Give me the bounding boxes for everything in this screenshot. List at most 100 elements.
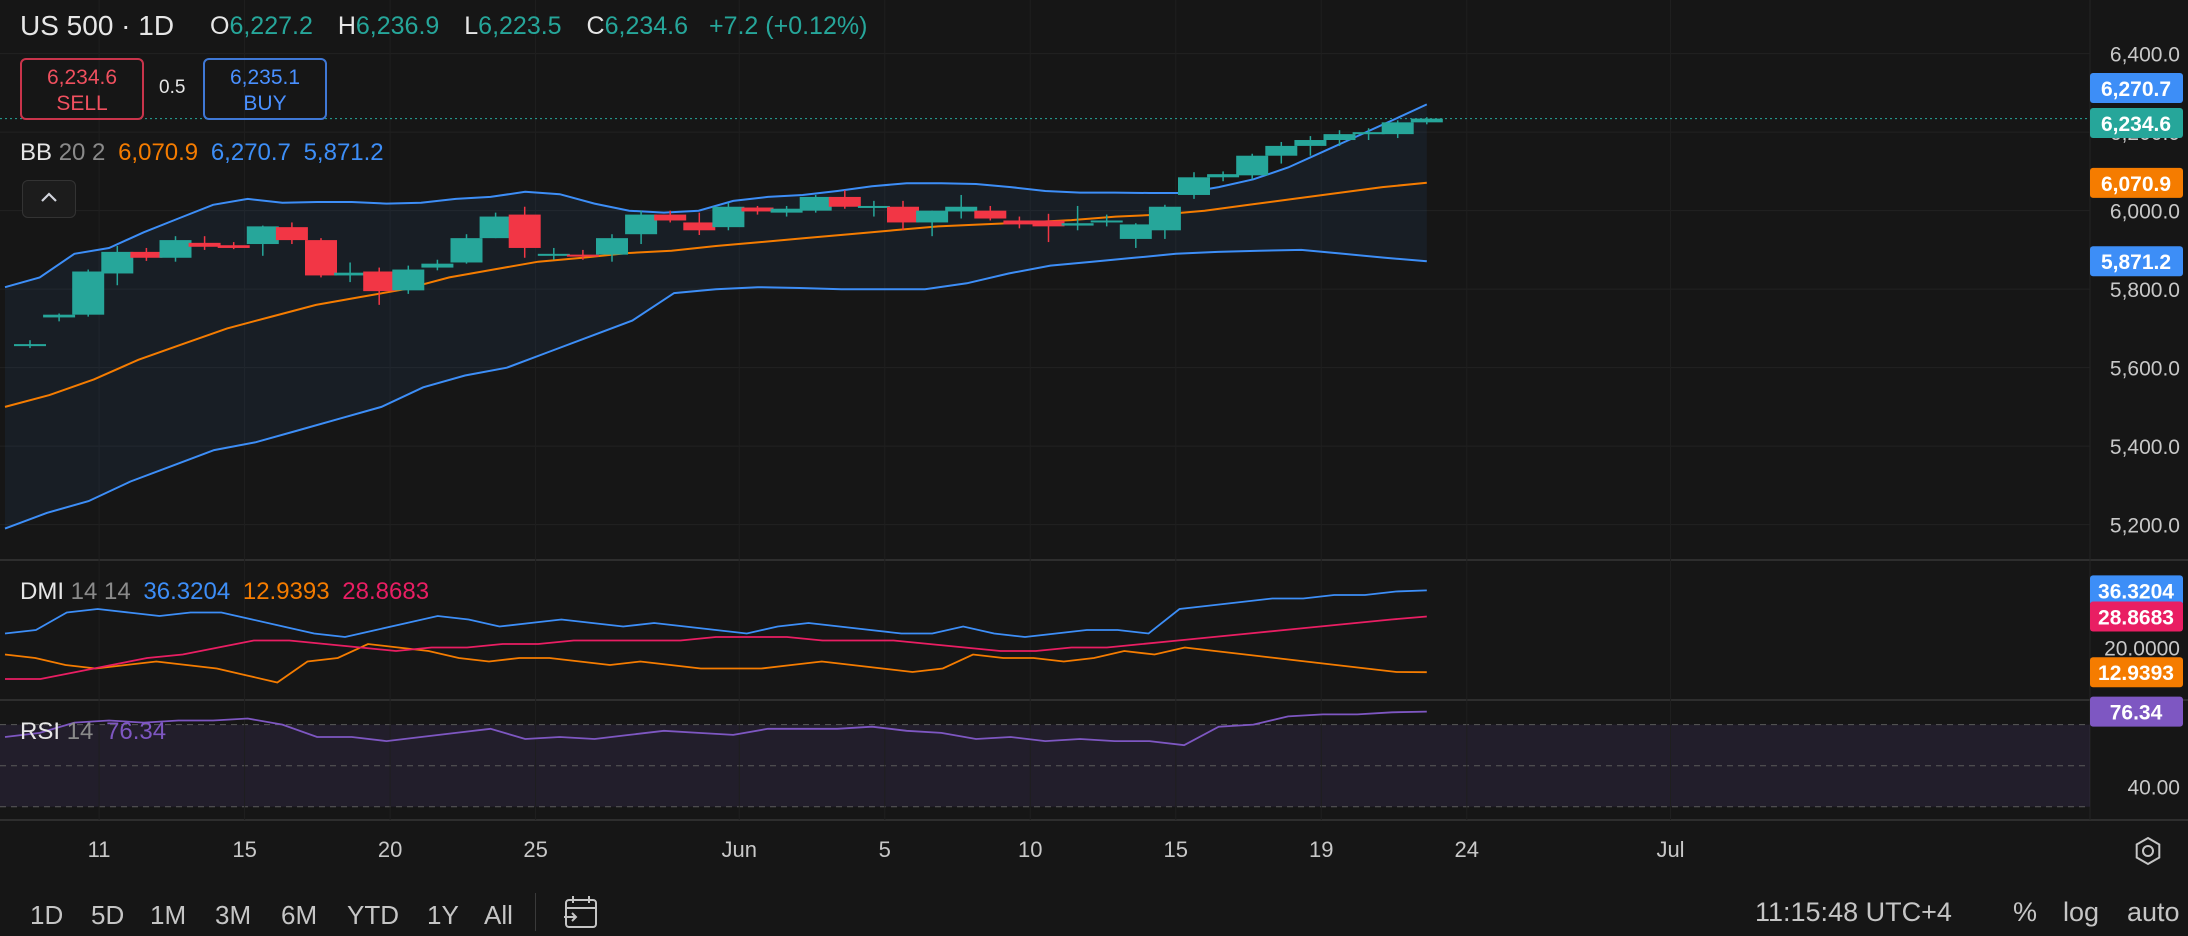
rsi-tag-text: 76.34 xyxy=(2110,702,2163,725)
candle-body[interactable] xyxy=(567,255,599,257)
candle-body[interactable] xyxy=(189,243,221,247)
time-tick-label: 25 xyxy=(523,837,547,862)
price-tags: 6,270.76,234.66,070.95,871.236.320428.86… xyxy=(2090,73,2183,727)
candle-body[interactable] xyxy=(1149,207,1181,231)
candle-body[interactable] xyxy=(974,211,1006,219)
bb-params: 20 2 xyxy=(59,139,106,166)
candle-body[interactable] xyxy=(771,209,803,213)
candle-body[interactable] xyxy=(421,264,453,268)
time-tick-label: 19 xyxy=(1309,837,1333,862)
time-tick-label: 15 xyxy=(1164,837,1188,862)
candle-body[interactable] xyxy=(1236,156,1268,176)
chevron-up-icon xyxy=(40,190,58,204)
rsi-legend[interactable]: RSI 14 76.34 xyxy=(20,718,166,746)
axis-settings-button[interactable] xyxy=(2132,835,2164,872)
auto-toggle[interactable]: auto xyxy=(2127,897,2180,928)
bb-middle-tag-text: 6,070.9 xyxy=(2101,173,2171,196)
dmi-legend[interactable]: DMI 14 14 36.3204 12.9393 28.8683 xyxy=(20,578,429,606)
percent-toggle[interactable]: % xyxy=(2013,897,2037,928)
high-label: H xyxy=(338,12,356,40)
candle-body[interactable] xyxy=(451,238,483,262)
last-price-tag: 6,234.6 xyxy=(2090,108,2183,138)
rsi-params: 14 xyxy=(67,718,94,745)
candle-body[interactable] xyxy=(392,270,424,291)
bb-name: BB xyxy=(20,139,52,166)
price-tick-label: 5,200.0 xyxy=(2110,515,2180,538)
candle-body[interactable] xyxy=(596,238,628,254)
date-range-button[interactable] xyxy=(562,893,602,936)
log-toggle[interactable]: log xyxy=(2063,897,2099,928)
dmi-minus-line xyxy=(5,644,1427,683)
candle-body[interactable] xyxy=(945,207,977,212)
dmi-minus-value: 12.9393 xyxy=(243,578,330,605)
candle-body[interactable] xyxy=(538,254,570,256)
clock: 11:15:48 UTC+4 xyxy=(1755,897,1952,928)
time-tick-label: Jun xyxy=(722,837,757,862)
gear-icon xyxy=(2132,835,2164,867)
candle-body[interactable] xyxy=(1033,220,1065,226)
dmi-plus-tag: 36.3204 xyxy=(2090,575,2183,605)
toolbar-divider xyxy=(535,893,536,931)
candle-body[interactable] xyxy=(480,217,512,239)
bb-band-area xyxy=(5,104,1427,528)
candle-body[interactable] xyxy=(1091,220,1123,222)
candle-body[interactable] xyxy=(1265,146,1297,156)
candle-body[interactable] xyxy=(1353,132,1385,134)
bb-lower-tag: 5,871.2 xyxy=(2090,246,2183,276)
symbol-title: US 500 · 1D xyxy=(20,10,174,42)
timeframe-1m[interactable]: 1M xyxy=(150,900,186,931)
bb-upper-value: 6,270.7 xyxy=(211,139,291,166)
candle-body[interactable] xyxy=(305,240,337,275)
timeframe-6m[interactable]: 6M xyxy=(281,900,317,931)
candle-body[interactable] xyxy=(43,315,75,318)
timeframe-3m[interactable]: 3M xyxy=(215,900,251,931)
candle-body[interactable] xyxy=(101,252,133,274)
dmi-minus-tag: 12.9393 xyxy=(2090,657,2183,687)
candle-body[interactable] xyxy=(887,207,919,223)
candle-body[interactable] xyxy=(363,272,395,292)
candle-body[interactable] xyxy=(509,215,541,248)
candle-body[interactable] xyxy=(14,344,46,346)
candle-body[interactable] xyxy=(218,245,250,248)
candle-body[interactable] xyxy=(1120,224,1152,239)
timeframe-5d[interactable]: 5D xyxy=(91,900,124,931)
timeframe-ytd[interactable]: YTD xyxy=(347,900,399,931)
bb-legend[interactable]: BB 20 2 6,070.9 6,270.7 5,871.2 xyxy=(20,139,384,167)
candle-body[interactable] xyxy=(1411,119,1443,123)
candle-body[interactable] xyxy=(858,206,890,208)
candle-body[interactable] xyxy=(247,226,279,244)
candle-body[interactable] xyxy=(742,208,774,212)
candle-body[interactable] xyxy=(625,215,657,235)
buy-price: 6,235.1 xyxy=(205,65,325,91)
dmi-minus-tag-text: 12.9393 xyxy=(2098,662,2174,685)
candle-body[interactable] xyxy=(1178,177,1210,195)
candle-body[interactable] xyxy=(334,273,366,276)
candle-body[interactable] xyxy=(276,227,308,240)
candle-body[interactable] xyxy=(654,215,686,221)
candle-body[interactable] xyxy=(683,222,715,230)
time-tick-label: Jul xyxy=(1656,837,1684,862)
candle-body[interactable] xyxy=(1003,220,1035,224)
candle-body[interactable] xyxy=(130,252,162,258)
candle-body[interactable] xyxy=(1294,140,1326,146)
candle-body[interactable] xyxy=(829,197,861,207)
timeframe-all[interactable]: All xyxy=(484,900,513,931)
candle-body[interactable] xyxy=(800,197,832,211)
candle-body[interactable] xyxy=(1324,134,1356,140)
candle-body[interactable] xyxy=(1382,122,1414,134)
candle-body[interactable] xyxy=(1207,174,1239,177)
change-value: +7.2 (+0.12%) xyxy=(709,12,867,40)
buy-button[interactable]: 6,235.1 BUY xyxy=(203,58,327,120)
candle-body[interactable] xyxy=(160,240,192,258)
candle-body[interactable] xyxy=(72,272,104,315)
sell-button[interactable]: 6,234.6 SELL xyxy=(20,58,144,120)
collapse-legend-button[interactable] xyxy=(22,180,76,218)
candle-body[interactable] xyxy=(712,207,744,227)
timeframe-1d[interactable]: 1D xyxy=(30,900,63,931)
price-tick-label: 5,400.0 xyxy=(2110,436,2180,459)
price-tick-label: 5,800.0 xyxy=(2110,279,2180,302)
timeframe-1y[interactable]: 1Y xyxy=(427,900,459,931)
dmi-params: 14 14 xyxy=(71,578,131,605)
candle-body[interactable] xyxy=(1062,223,1094,225)
candle-body[interactable] xyxy=(916,211,948,223)
